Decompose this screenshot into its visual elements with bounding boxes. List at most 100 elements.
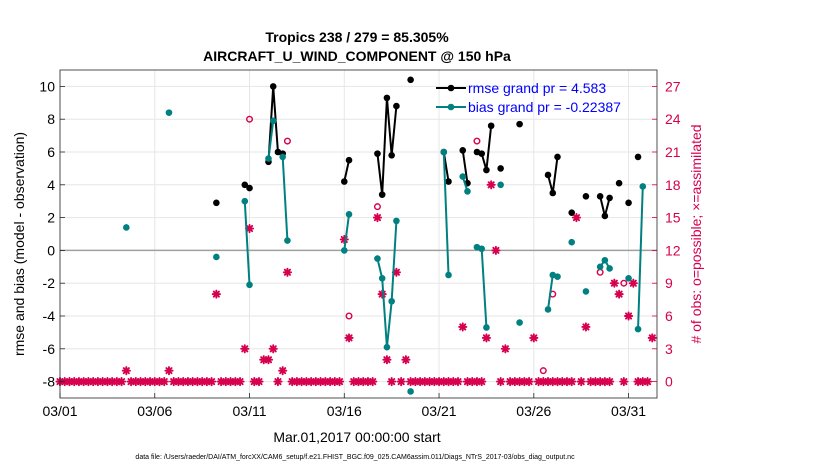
rmse-point <box>549 189 557 197</box>
obs-assimilated-stroke <box>620 378 628 386</box>
bias-point <box>345 211 353 218</box>
rmse-point <box>606 194 613 202</box>
obs-possible-marker <box>620 279 628 287</box>
bias-point <box>478 245 485 253</box>
obs-possible-marker <box>539 367 547 375</box>
bias-point <box>634 325 642 333</box>
obs-assimilated-marker <box>429 377 439 387</box>
legend-rmse-marker <box>447 84 455 92</box>
bias-point <box>383 343 391 351</box>
obs-assimilated-stroke <box>497 378 505 386</box>
obs-assimilated-marker <box>647 333 657 343</box>
bias-point <box>445 271 452 279</box>
obs-assimilated-marker <box>614 289 624 299</box>
obs-assimilated-marker <box>334 377 345 387</box>
obs-assimilated-stroke <box>245 224 254 233</box>
rmse-point <box>483 166 490 174</box>
rmse-point <box>596 192 604 200</box>
x-tick-label: 03/16 <box>327 403 362 419</box>
obs-possible-marker <box>373 203 381 211</box>
rmse-point <box>213 199 220 207</box>
obs-assimilated-stroke <box>402 356 410 364</box>
obs-assimilated-marker <box>491 245 501 255</box>
bias-point <box>284 237 291 244</box>
obs-assimilated-stroke <box>241 345 249 353</box>
y-left-tick-label: -4 <box>43 308 56 324</box>
y-right-tick-label: 12 <box>665 242 681 258</box>
rmse-point <box>269 83 277 90</box>
obs-assimilated-marker <box>278 366 288 376</box>
obs-assimilated-stroke <box>478 378 486 386</box>
obs-assimilated-marker <box>387 377 397 387</box>
obs-assimilated-stroke <box>397 378 405 386</box>
obs-assimilated-marker <box>117 377 127 387</box>
rmse-point <box>445 178 452 185</box>
rmse-point <box>554 153 561 161</box>
y-left-tick-label: -8 <box>43 374 56 390</box>
bias-point <box>639 183 647 190</box>
obs-assimilated-stroke <box>577 378 585 386</box>
obs-assimilated-marker <box>211 289 221 299</box>
rmse-point <box>383 94 391 102</box>
obs-assimilated-marker <box>263 355 274 365</box>
bias-point <box>269 117 277 125</box>
rmse-point <box>487 122 495 130</box>
rmse-point <box>459 147 467 154</box>
bias-point <box>440 148 448 156</box>
rmse-point <box>582 192 590 200</box>
x-axis-label: Mar.01,2017 00:00:00 start <box>273 429 440 445</box>
obs-assimilated-marker <box>368 377 378 387</box>
obs-assimilated-stroke <box>369 378 377 386</box>
x-tick-label: 03/01 <box>42 403 77 419</box>
obs-assimilated-stroke <box>648 334 656 342</box>
obs-assimilated-marker <box>628 278 638 288</box>
obs-assimilated-stroke <box>212 290 220 298</box>
y-right-tick-label: 9 <box>665 275 673 291</box>
data-file-footer: data file: /Users/raeder/DAI/ATM_forcXX/… <box>135 454 575 461</box>
obs-assimilated-marker <box>529 333 539 343</box>
bias-point <box>483 324 490 331</box>
bias-point <box>459 173 467 180</box>
y-left-tick-label: 4 <box>47 177 55 193</box>
rmse-point <box>246 184 253 192</box>
legend-bias-label: bias grand pr = -0.22387 <box>468 99 621 115</box>
x-axis-ticks: 03/01 03/06 03/11 03/16 03/21 03/26 03/31 <box>42 393 646 419</box>
rmse-point <box>345 156 353 164</box>
bias-point <box>165 109 173 116</box>
bias-point <box>601 256 609 264</box>
rmse-point <box>407 76 414 84</box>
obs-assimilated-stroke <box>392 268 400 276</box>
obs-assimilated-marker <box>159 377 169 387</box>
bias-point <box>554 273 561 280</box>
y-left-axis-ticks: -8 -6 -4 -2 0 2 4 6 8 10 <box>39 78 65 390</box>
obs-assimilated-stroke <box>582 323 590 331</box>
rmse-point <box>544 171 552 179</box>
obs-assimilated-stroke <box>264 356 273 364</box>
obs-assimilated-stroke <box>459 323 467 331</box>
y-left-tick-label: 6 <box>47 144 55 160</box>
legend-bias-marker <box>447 103 455 111</box>
obs-assimilated-stroke <box>118 378 126 386</box>
rmse-point <box>497 165 504 172</box>
obs-assimilated-stroke <box>255 378 263 386</box>
obs-assimilated-stroke <box>165 367 173 375</box>
obs-assimilated-marker <box>401 355 411 365</box>
bias-point <box>625 274 632 282</box>
obs-assimilated-stroke <box>283 268 291 276</box>
bias-point <box>374 255 381 262</box>
obs-assimilated-marker <box>235 377 245 387</box>
y-left-tick-label: 0 <box>47 242 55 258</box>
y-left-tick-label: 10 <box>39 78 55 94</box>
x-tick-label: 03/06 <box>137 403 172 419</box>
obs-assimilated-stroke <box>482 334 490 342</box>
obs-assimilated-marker <box>481 333 491 343</box>
obs-possible-marker <box>473 137 481 145</box>
obs-assimilated-stroke <box>643 378 652 386</box>
chart-title-line2: AIRCRAFT_U_WIND_COMPONENT @ 150 hPa <box>203 48 511 64</box>
y-right-tick-label: 15 <box>665 210 681 226</box>
obs-assimilated-stroke <box>454 378 462 386</box>
x-tick-label: 03/26 <box>516 403 551 419</box>
rmse-point <box>634 153 642 161</box>
x-tick-label: 03/11 <box>233 403 267 419</box>
